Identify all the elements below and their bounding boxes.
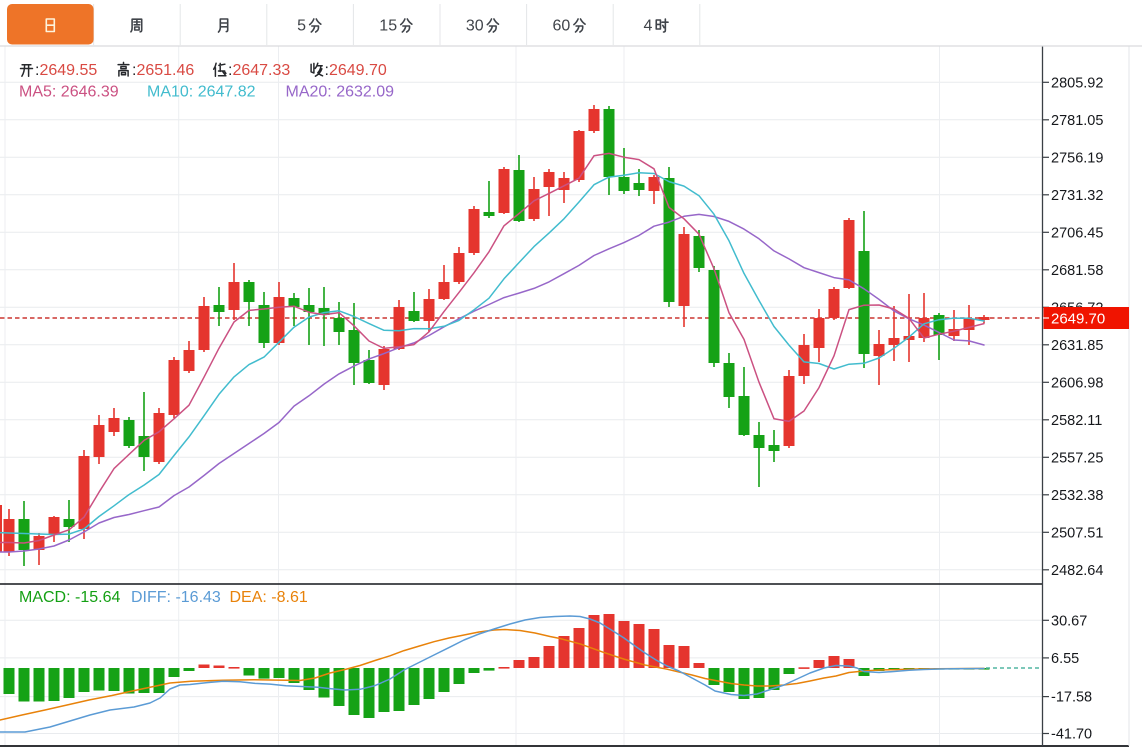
svg-text:DIFF: -16.43: DIFF: -16.43 [131, 589, 221, 606]
svg-text:4: 4 [644, 18, 653, 35]
svg-text::2649.55: :2649.55 [35, 62, 97, 79]
svg-text:5: 5 [297, 18, 306, 35]
svg-text:-41.70: -41.70 [1051, 727, 1092, 743]
svg-text:2781.05: 2781.05 [1051, 113, 1103, 129]
svg-text:2631.85: 2631.85 [1051, 338, 1103, 354]
svg-text:MA10: 2647.82: MA10: 2647.82 [147, 84, 256, 101]
svg-text:2649.70: 2649.70 [1051, 311, 1105, 328]
svg-text:6.55: 6.55 [1051, 651, 1079, 667]
svg-text:60: 60 [553, 18, 571, 35]
svg-text:2731.32: 2731.32 [1051, 188, 1103, 204]
svg-text::2649.70: :2649.70 [325, 62, 387, 79]
svg-text:15: 15 [379, 18, 397, 35]
svg-text:2606.98: 2606.98 [1051, 375, 1103, 391]
svg-text::2651.46: :2651.46 [132, 62, 194, 79]
svg-text:2507.51: 2507.51 [1051, 525, 1103, 541]
svg-text:2532.38: 2532.38 [1051, 488, 1103, 504]
svg-text:MA5: 2646.39: MA5: 2646.39 [19, 84, 119, 101]
svg-text:DEA: -8.61: DEA: -8.61 [230, 589, 308, 606]
svg-text:2706.45: 2706.45 [1051, 225, 1103, 241]
svg-text:2681.58: 2681.58 [1051, 263, 1103, 279]
svg-text:30: 30 [466, 18, 484, 35]
svg-text::2647.33: :2647.33 [228, 62, 290, 79]
svg-text:2805.92: 2805.92 [1051, 75, 1103, 91]
svg-text:-17.58: -17.58 [1051, 690, 1092, 706]
svg-text:2482.64: 2482.64 [1051, 563, 1103, 579]
svg-text:MA20: 2632.09: MA20: 2632.09 [286, 84, 395, 101]
svg-text:2557.25: 2557.25 [1051, 450, 1103, 466]
svg-text:2582.11: 2582.11 [1051, 413, 1102, 429]
svg-text:MACD: -15.64: MACD: -15.64 [19, 589, 120, 606]
svg-text:2756.19: 2756.19 [1051, 150, 1103, 166]
svg-text:30.67: 30.67 [1051, 613, 1087, 629]
